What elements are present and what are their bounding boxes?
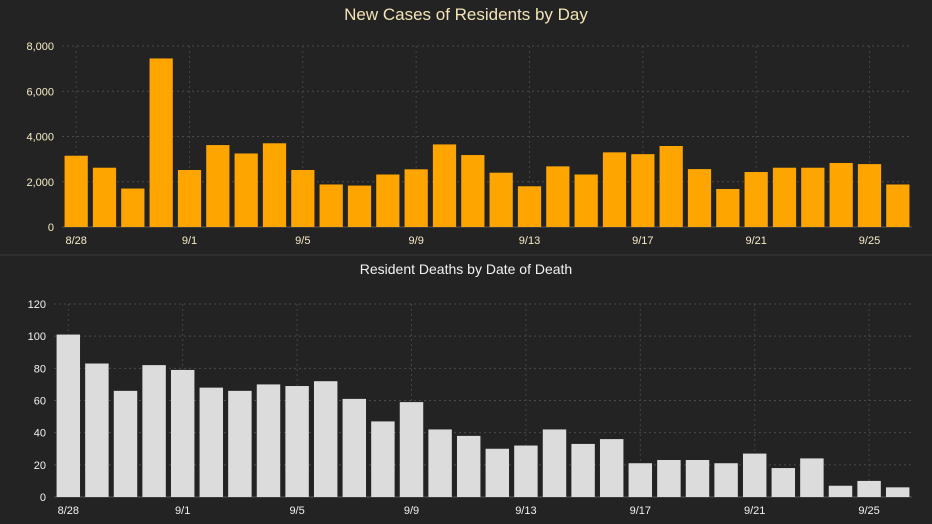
resident-deaths-y-tick-label: 40 bbox=[34, 428, 46, 440]
resident-deaths-bar bbox=[800, 458, 824, 497]
new-cases-bar bbox=[829, 162, 853, 227]
new-cases-x-tick-label: 8/28 bbox=[65, 235, 86, 247]
resident-deaths-bar bbox=[313, 381, 338, 497]
new-cases-bar bbox=[262, 143, 287, 227]
resident-deaths-x-tick-label: 9/17 bbox=[630, 505, 651, 517]
new-cases-bar bbox=[432, 144, 457, 227]
new-cases-y-tick-label: 0 bbox=[48, 222, 54, 234]
new-cases-bar bbox=[631, 154, 655, 227]
resident-deaths-bar bbox=[142, 365, 166, 497]
resident-deaths-bar bbox=[828, 485, 853, 497]
resident-deaths-x-tick-label: 9/25 bbox=[858, 505, 879, 517]
resident-deaths-bar bbox=[228, 390, 252, 497]
new-cases-bar bbox=[801, 167, 825, 227]
resident-deaths-y-tick-label: 120 bbox=[28, 299, 46, 311]
new-cases-y-tick-label: 2,000 bbox=[26, 177, 54, 189]
new-cases-bar bbox=[64, 155, 88, 227]
new-cases-chart: New Cases of Residents by Day 0 2,000 4,00… bbox=[26, 5, 912, 247]
resident-deaths-bar bbox=[199, 387, 224, 497]
resident-deaths-bar bbox=[857, 480, 881, 497]
new-cases-x-tick-label: 9/25 bbox=[859, 235, 880, 247]
resident-deaths-x-tick-label: 9/21 bbox=[744, 505, 765, 517]
new-cases-x-tick-label: 9/9 bbox=[409, 235, 424, 247]
resident-deaths-y-tick-label: 0 bbox=[40, 492, 46, 504]
resident-deaths-bar bbox=[514, 445, 538, 497]
resident-deaths-bar bbox=[771, 468, 796, 497]
new-cases-bar bbox=[206, 145, 230, 227]
new-cases-bar bbox=[121, 188, 145, 227]
resident-deaths-y-tick-label: 100 bbox=[28, 331, 46, 343]
resident-deaths-bar bbox=[542, 429, 567, 497]
resident-deaths-bar bbox=[885, 487, 910, 497]
resident-deaths-y-tick-label: 60 bbox=[34, 396, 46, 408]
resident-deaths-y-tick-label: 20 bbox=[34, 460, 46, 472]
new-cases-x-tick-label: 9/21 bbox=[745, 235, 766, 247]
resident-deaths-x-tick-label: 8/28 bbox=[58, 505, 79, 517]
new-cases-bar bbox=[602, 152, 627, 227]
new-cases-y-tick-label: 8,000 bbox=[26, 41, 54, 53]
new-cases-bar bbox=[744, 172, 768, 227]
resident-deaths-x-tick-label: 9/13 bbox=[515, 505, 536, 517]
resident-deaths-bar bbox=[485, 448, 510, 497]
new-cases-x-tick-label: 9/17 bbox=[632, 235, 653, 247]
new-cases-y-tick-label: 4,000 bbox=[26, 132, 54, 144]
resident-deaths-chart: Resident Deaths by Date of Death 0 20 40 60… bbox=[28, 261, 912, 517]
resident-deaths-bar bbox=[285, 386, 309, 497]
resident-deaths-bar bbox=[170, 369, 195, 497]
resident-deaths-bar bbox=[256, 384, 281, 497]
new-cases-bar bbox=[376, 174, 400, 227]
resident-deaths-bar bbox=[428, 429, 452, 497]
resident-deaths-bar bbox=[371, 421, 395, 497]
resident-deaths-bar bbox=[456, 435, 481, 497]
new-cases-bar bbox=[149, 58, 173, 227]
resident-deaths-bar bbox=[342, 398, 367, 497]
new-cases-bar bbox=[404, 169, 428, 227]
new-cases-bar bbox=[886, 184, 910, 227]
new-cases-bar bbox=[347, 185, 372, 227]
new-cases-bar bbox=[546, 166, 570, 227]
resident-deaths-bar bbox=[599, 439, 624, 497]
resident-deaths-bar bbox=[657, 460, 681, 497]
new-cases-bar bbox=[489, 172, 513, 227]
new-cases-bar bbox=[687, 169, 712, 227]
new-cases-bar bbox=[857, 164, 882, 227]
new-cases-y-tick-label: 6,000 bbox=[26, 86, 54, 98]
resident-deaths-bar bbox=[399, 402, 424, 497]
new-cases-x-tick-label: 9/5 bbox=[295, 235, 310, 247]
new-cases-bar bbox=[517, 186, 542, 227]
resident-deaths-bar bbox=[628, 463, 653, 497]
resident-deaths-x-tick-label: 9/5 bbox=[289, 505, 304, 517]
resident-deaths-bar bbox=[685, 460, 710, 497]
new-cases-bar bbox=[772, 167, 797, 227]
new-cases-bar bbox=[574, 174, 598, 227]
resident-deaths-bar bbox=[571, 443, 595, 497]
new-cases-bar bbox=[234, 153, 258, 227]
new-cases-chart-title: New Cases of Residents by Day bbox=[344, 5, 588, 24]
resident-deaths-chart-title: Resident Deaths by Date of Death bbox=[360, 261, 572, 277]
new-cases-bar bbox=[291, 169, 315, 227]
resident-deaths-bar bbox=[113, 390, 138, 497]
new-cases-bar bbox=[319, 184, 343, 227]
resident-deaths-bar bbox=[742, 453, 767, 497]
new-cases-bar bbox=[92, 167, 117, 227]
new-cases-x-tick-label: 9/13 bbox=[519, 235, 540, 247]
new-cases-bar bbox=[716, 188, 740, 227]
new-cases-bar bbox=[461, 155, 485, 227]
new-cases-bar bbox=[177, 169, 202, 227]
new-cases-bar bbox=[659, 146, 683, 227]
resident-deaths-bar bbox=[714, 463, 738, 497]
resident-deaths-x-tick-label: 9/9 bbox=[404, 505, 419, 517]
new-cases-x-tick-label: 9/1 bbox=[182, 235, 197, 247]
resident-deaths-y-tick-label: 80 bbox=[34, 363, 46, 375]
resident-deaths-x-tick-label: 9/1 bbox=[175, 505, 190, 517]
resident-deaths-bar bbox=[85, 363, 109, 497]
resident-deaths-bar bbox=[56, 334, 81, 497]
